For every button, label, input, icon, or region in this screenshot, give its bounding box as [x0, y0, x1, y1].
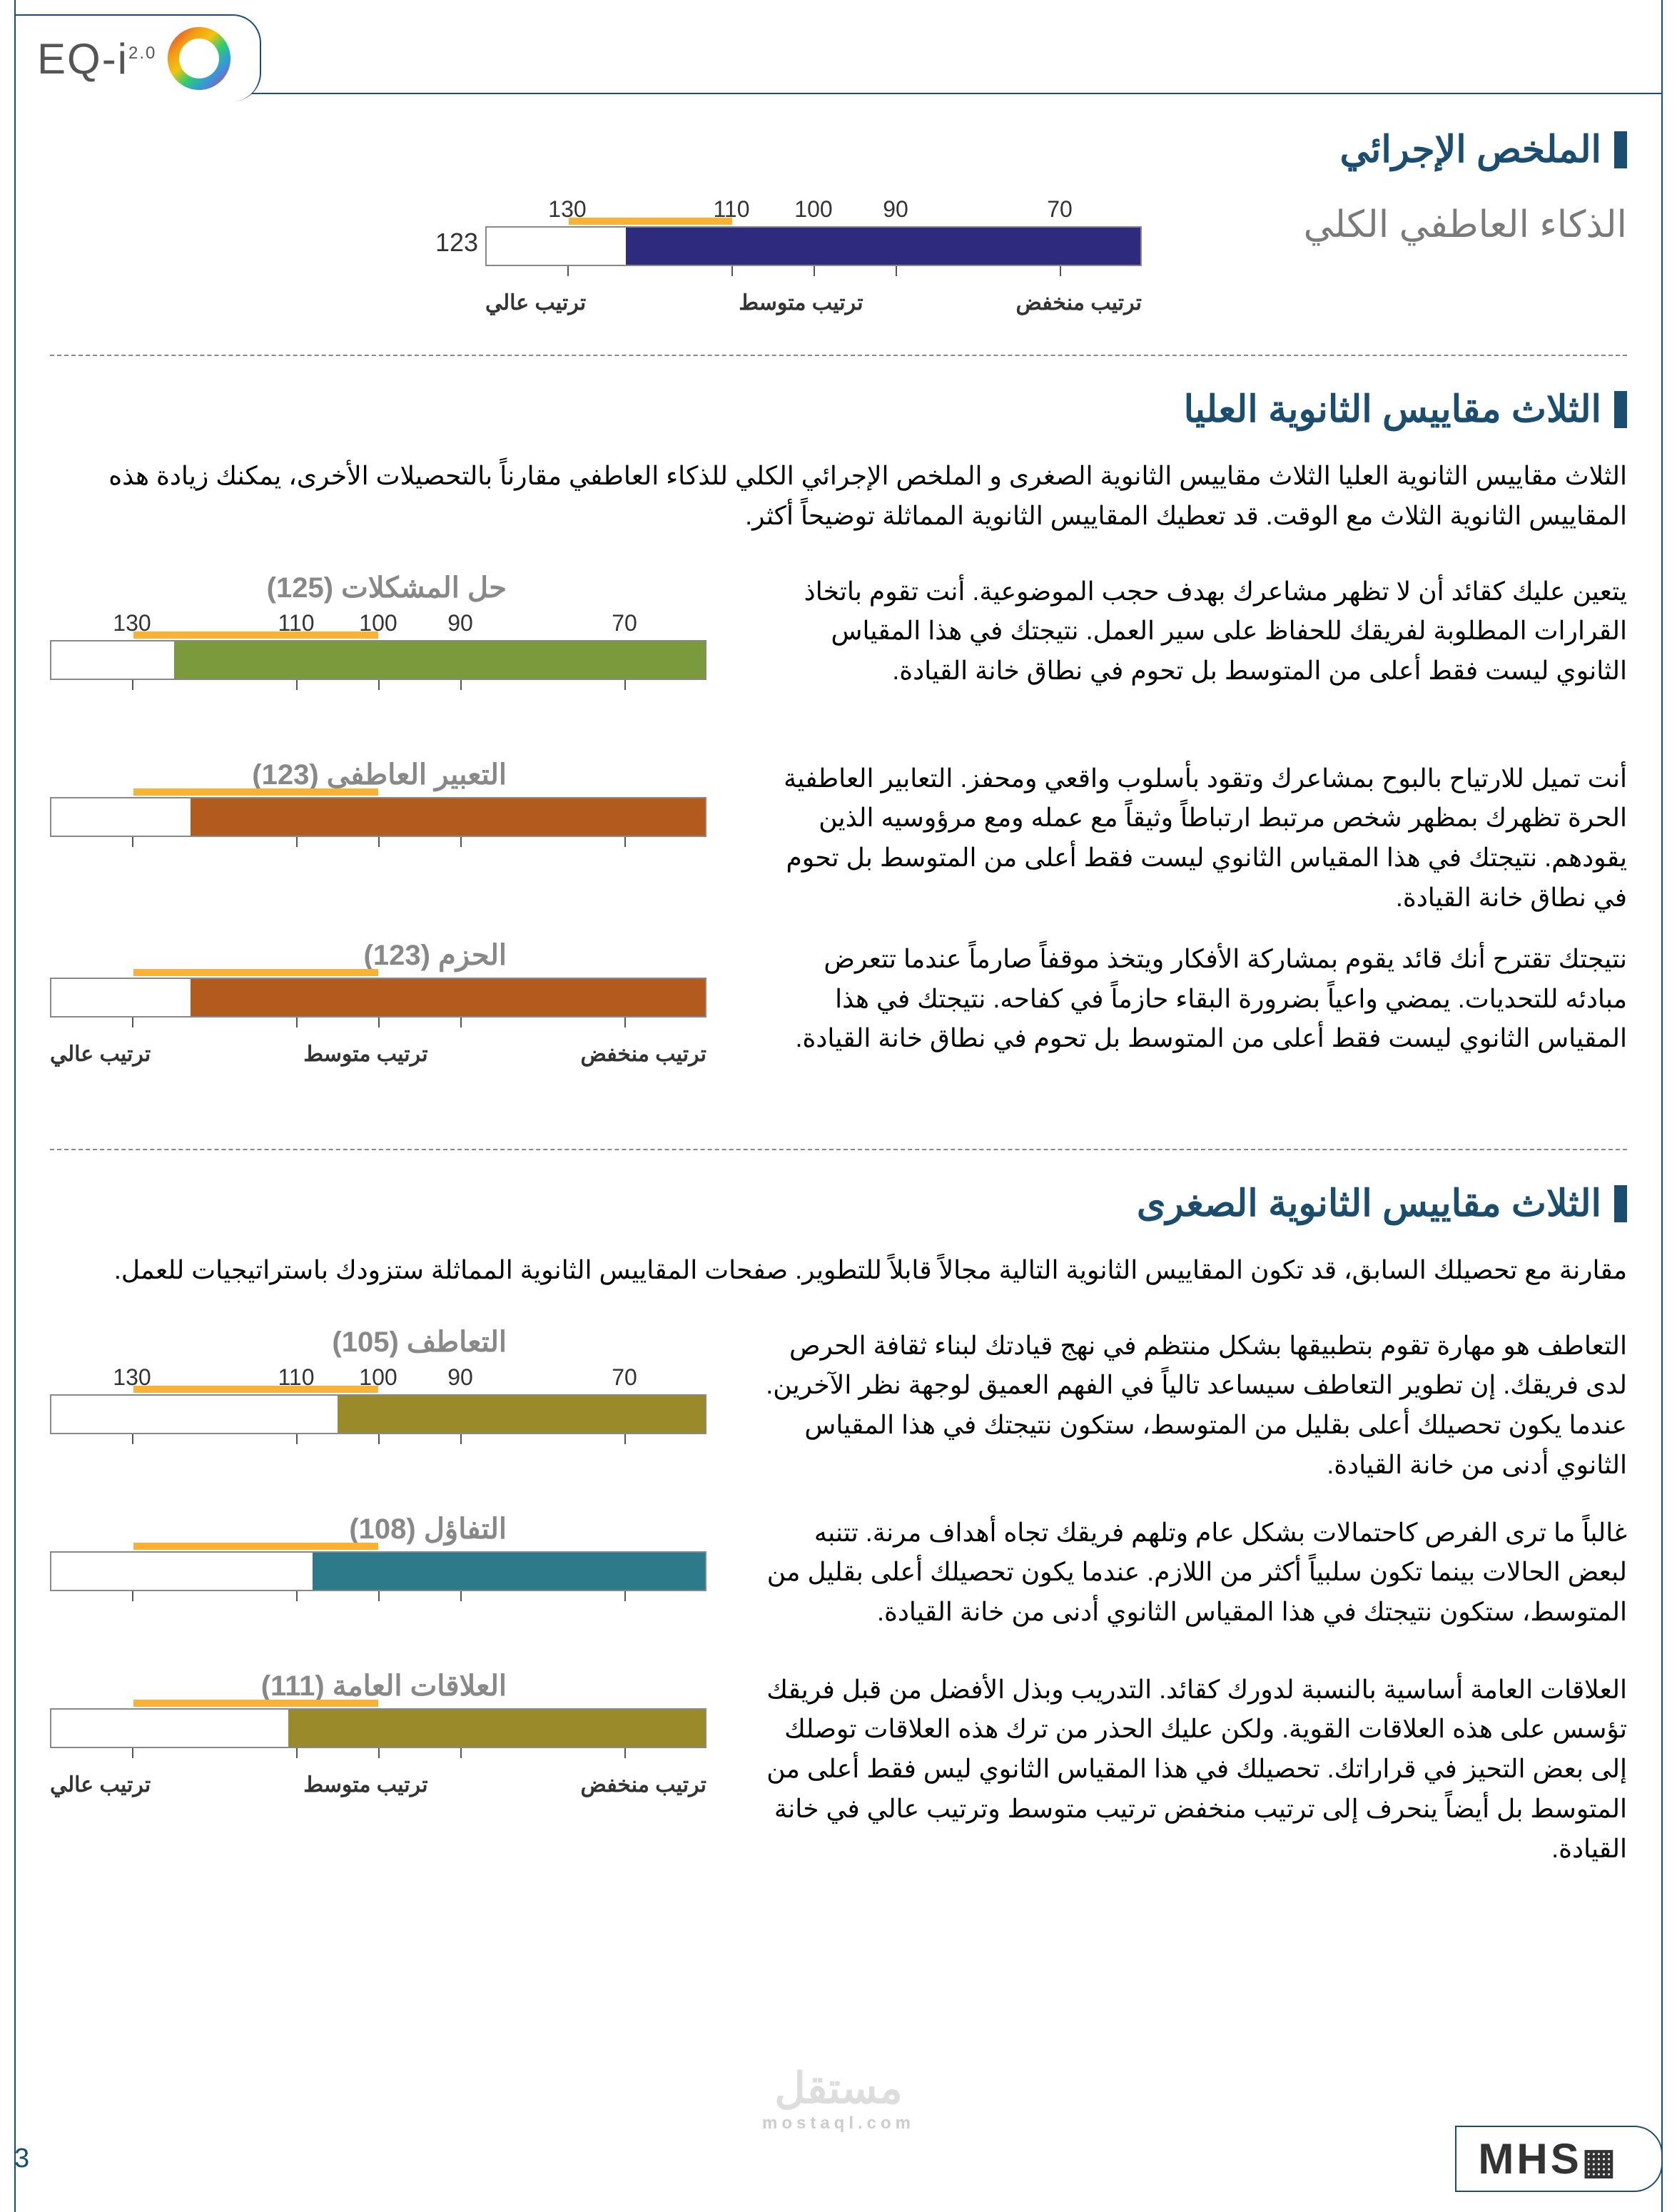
top3-intro: الثلاث مقاييس الثانوية العليا الثلاث مقا…: [50, 456, 1627, 536]
scale-description: أنت تميل للارتياح بالبوح بمشاعرك وتقود ب…: [764, 759, 1627, 918]
brand-name: EQ-i2.0: [37, 34, 156, 83]
total-ei-label: الذكاء العاطفي الكلي: [1199, 196, 1627, 254]
scale-label: التعبير العاطفي (123): [50, 759, 507, 791]
bottom3-intro: مقارنة مع تحصيلك السابق، قد تكون المقايي…: [50, 1250, 1627, 1290]
scale-description: العلاقات العامة أساسية بالنسبة لدورك كقا…: [764, 1670, 1627, 1869]
scale-description: غالباً ما ترى الفرص كاحتمالات بشكل عام و…: [764, 1513, 1627, 1648]
eqi-logo-icon: [167, 26, 231, 91]
scale-label: التفاؤل (108): [50, 1513, 507, 1546]
page-number: 3: [14, 2143, 29, 2174]
scale-description: نتيجتك تقترح أنك قائد يقوم بمشاركة الأفك…: [764, 939, 1627, 1110]
mhs-logo: MHS: [1455, 2126, 1663, 2192]
bottom3-title: الثلاث مقاييس الثانوية الصغرى: [50, 1182, 1627, 1225]
summary-title: الملخص الإجرائي: [50, 128, 1627, 171]
scale-description: يتعين عليك كقائد أن لا تظهر مشاعرك بهدف …: [764, 572, 1627, 737]
scale-label: العلاقات العامة (111): [50, 1670, 507, 1703]
page-footer: MHS 3: [14, 2123, 1663, 2194]
divider: [50, 1149, 1627, 1150]
total-ei-chart: 1237090100110130ترتيب منخفضترتيب متوسطتر…: [485, 196, 1142, 315]
brand-header: EQ-i2.0: [14, 14, 261, 101]
top3-title: الثلاث مقاييس الثانوية العليا: [50, 388, 1627, 431]
scale-label: الحزم (123): [50, 939, 507, 972]
scale-label: حل المشكلات (125): [50, 572, 507, 604]
scale-label: التعاطف (105): [50, 1326, 507, 1359]
divider: [50, 355, 1627, 356]
scale-description: التعاطف هو مهارة تقوم بتطبيقها بشكل منتظ…: [764, 1326, 1627, 1491]
